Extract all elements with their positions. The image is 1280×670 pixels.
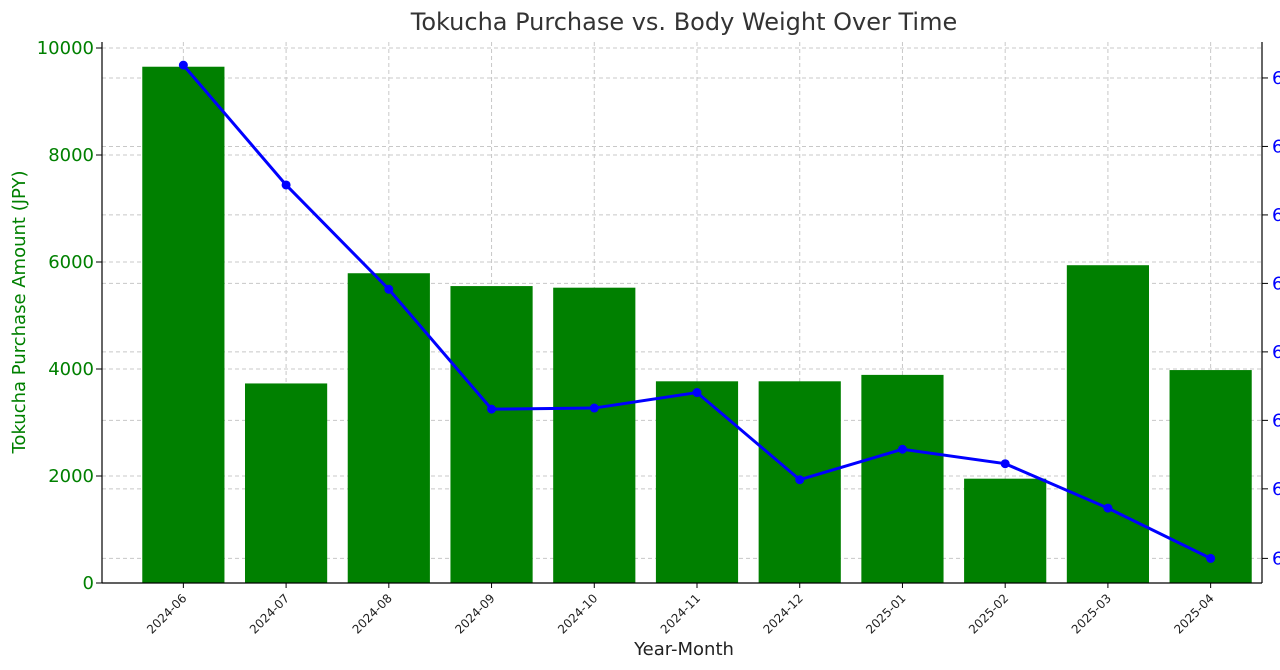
x-tick-label: 2025-01 (863, 591, 908, 636)
y-tick-label: 4000 (48, 359, 94, 380)
bar (1066, 265, 1149, 583)
line-point (897, 444, 907, 454)
line-point (795, 475, 805, 485)
bar (655, 381, 739, 583)
y-tick-label: 2000 (48, 466, 94, 487)
line-point (487, 404, 497, 414)
y-axis-label: Tokucha Purchase Amount (JPY) (9, 170, 30, 454)
line-point (692, 388, 702, 398)
line-point (178, 60, 188, 70)
line-point (384, 284, 394, 294)
bars-layer (142, 66, 1252, 584)
x-tick-label: 2024-07 (247, 591, 292, 636)
y2-tick-label: 6 (1272, 205, 1280, 226)
y2-tick-label: 6 (1272, 273, 1280, 294)
y2-tick-label: 6 (1272, 410, 1280, 431)
y-tick-label: 8000 (48, 145, 94, 166)
bar (861, 374, 944, 583)
y2-tick-label: 6 (1272, 68, 1280, 89)
line-point (1206, 553, 1216, 563)
bar (1169, 370, 1252, 583)
line-layer (178, 60, 1216, 563)
y-tick-label: 6000 (48, 252, 94, 273)
line-point (1103, 503, 1113, 513)
y2-tick-label: 6 (1272, 342, 1280, 363)
y-tick-label: 0 (83, 573, 94, 594)
bar (964, 478, 1047, 583)
y2-tick-label: 6 (1272, 136, 1280, 157)
x-tick-label: 2024-11 (658, 591, 703, 636)
x-tick-label: 2024-10 (555, 591, 600, 636)
y2-tick-label: 6 (1272, 548, 1280, 569)
x-axis-label: Year-Month (633, 639, 734, 660)
y-tick-label: 10000 (37, 38, 94, 59)
line-point (1000, 459, 1010, 469)
x-tick-label: 2025-04 (1171, 591, 1216, 636)
x-tick-label: 2024-12 (760, 591, 805, 636)
bar (347, 273, 430, 583)
x-tick-label: 2025-03 (1069, 591, 1114, 636)
x-tick-label: 2024-09 (452, 591, 497, 636)
x-tick-label: 2024-06 (144, 591, 189, 636)
axes-layer (101, 42, 1263, 584)
y2-tick-label: 6 (1272, 479, 1280, 500)
bar (553, 287, 636, 583)
x-tick-label: 2025-02 (966, 591, 1011, 636)
chart-title: Tokucha Purchase vs. Body Weight Over Ti… (410, 8, 958, 36)
bar (142, 66, 225, 584)
line-point (589, 403, 599, 413)
line-point (281, 180, 291, 190)
bar (245, 383, 328, 583)
bar (450, 286, 533, 583)
x-tick-label: 2024-08 (350, 591, 395, 636)
